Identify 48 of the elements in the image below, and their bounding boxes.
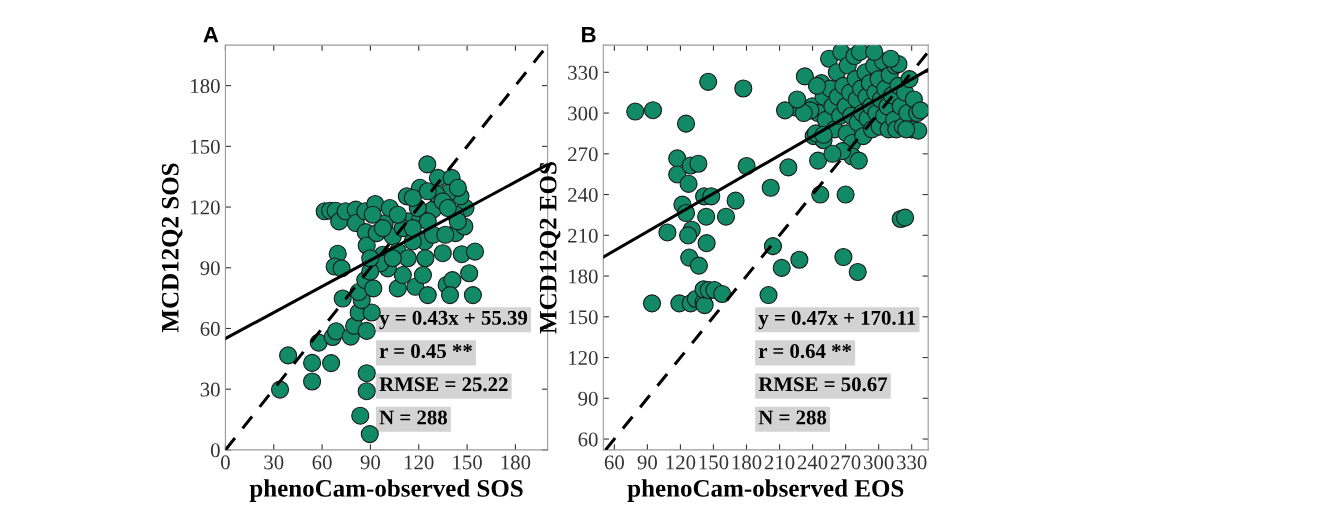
x-tick-label: 240 <box>797 455 828 470</box>
y-tick-label: 90 <box>578 391 598 406</box>
annotation: y = 0.43x + 55.39 <box>379 310 528 330</box>
x-tick-label: 270 <box>830 455 861 470</box>
x-tick-label: 180 <box>732 455 762 470</box>
chart-title: B <box>582 27 596 43</box>
y-tick-label: 0 <box>210 443 220 458</box>
x-tick-label: 180 <box>501 455 531 470</box>
y-tick-label: 240 <box>568 187 598 202</box>
y-tick-label: 120 <box>191 200 220 215</box>
x-tick-label: 90 <box>637 455 657 470</box>
x-tick-label: 60 <box>312 455 332 470</box>
annotation: RMSE = 50.67 <box>758 377 888 392</box>
annotation: y = 0.47x + 170.11 <box>758 310 916 330</box>
y-tick-label: 180 <box>569 269 598 284</box>
x-tick-label: 30 <box>264 455 284 470</box>
annotation: r = 0.64 ** <box>758 344 852 359</box>
x-axis-title: phenoCam-observed SOS <box>249 479 523 502</box>
chart-title: A <box>203 27 219 43</box>
x-tick-label: 90 <box>360 455 381 470</box>
x-tick-label: 210 <box>764 455 795 470</box>
y-tick-label: 210 <box>568 228 598 243</box>
y-tick-label: 330 <box>568 65 598 80</box>
x-tick-label: 300 <box>864 455 894 470</box>
y-tick-label: 60 <box>578 432 598 447</box>
annotation: N = 288 <box>758 410 827 425</box>
annotation: N = 288 <box>379 410 448 425</box>
y-tick-label: 120 <box>569 350 598 365</box>
x-axis-title: phenoCam-observed EOS <box>627 479 904 502</box>
x-tick-label: 60 <box>604 455 624 470</box>
x-tick-label: 150 <box>453 455 482 470</box>
y-tick-label: 150 <box>191 139 220 154</box>
x-tick-label: 120 <box>404 455 434 470</box>
y-axis-title: MCD12Q2 SOS <box>161 163 183 333</box>
y-axis-title: MCD12Q2 EOS <box>539 162 561 334</box>
y-tick-label: 60 <box>200 321 220 336</box>
y-tick-label: 30 <box>200 382 220 397</box>
x-tick-label: 330 <box>897 455 927 470</box>
annotation: RMSE = 25.22 <box>379 377 508 392</box>
x-tick-label: 120 <box>666 455 696 470</box>
x-tick-label: 0 <box>221 455 230 470</box>
y-tick-label: 90 <box>200 261 220 276</box>
y-tick-label: 150 <box>569 310 598 325</box>
annotation: r = 0.45 ** <box>379 344 472 359</box>
y-tick-label: 270 <box>568 147 598 162</box>
y-tick-label: 180 <box>191 78 220 94</box>
x-tick-label: 150 <box>699 455 729 470</box>
y-tick-label: 300 <box>568 106 598 121</box>
